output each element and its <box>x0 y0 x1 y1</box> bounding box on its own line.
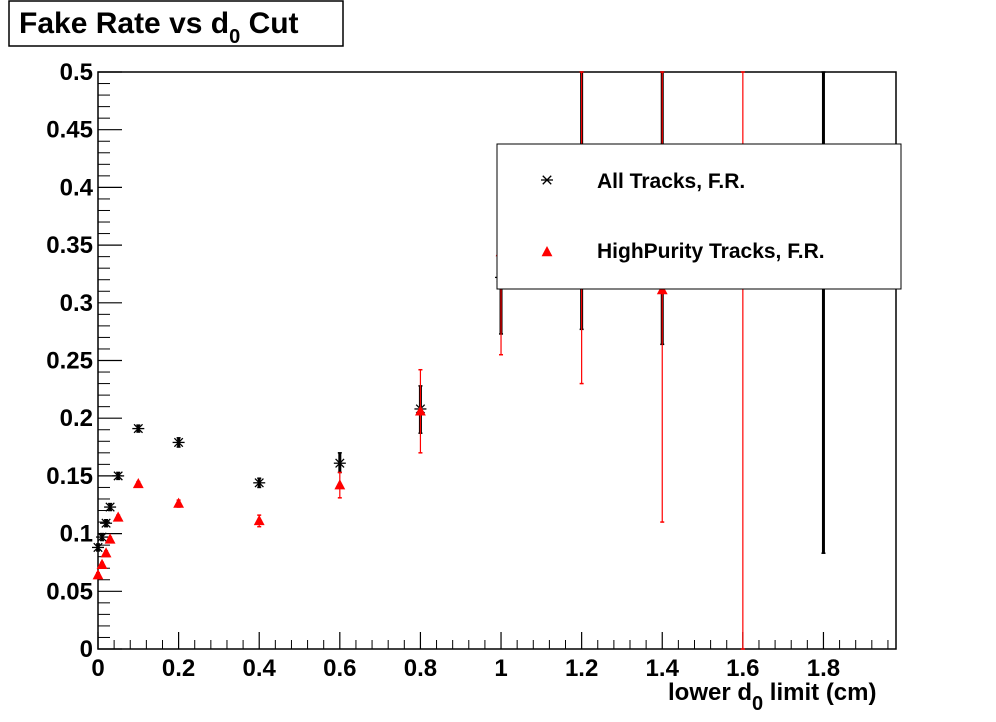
asterisk-stroke <box>254 478 264 488</box>
legend-frame <box>496 143 902 290</box>
y-tick-label: 0.35 <box>46 232 93 259</box>
y-tick-label: 0.1 <box>60 521 93 548</box>
y-tick-label: 0.2 <box>60 405 93 432</box>
x-tick-label: 0.4 <box>243 655 277 682</box>
legend-label-highpurity-tracks: HighPurity Tracks, F.R. <box>597 240 825 263</box>
x-axis-label: lower d0 limit (cm) <box>668 679 876 715</box>
x-tick-label: 1.6 <box>726 655 759 682</box>
data-point <box>100 547 112 558</box>
y-tick-label: 0.45 <box>46 117 93 144</box>
y-tick-label: 0.5 <box>60 59 93 86</box>
chart-title-tail: Cut <box>240 7 298 40</box>
x-tick-label: 0.2 <box>162 655 195 682</box>
x-tick-label: 0.6 <box>323 655 356 682</box>
asterisk-stroke <box>133 423 144 434</box>
data-point <box>96 532 109 542</box>
x-tick-label: 1.8 <box>807 655 840 682</box>
y-axis: 0 0.05 0.1 0.15 0.2 0.25 0.3 0.35 0.4 0.45 0.5 <box>46 59 122 663</box>
asterisk-stroke <box>97 532 107 542</box>
x-tick-label: 1.4 <box>646 655 680 682</box>
y-tick-label: 0.25 <box>46 348 93 375</box>
x-axis-label-subscript: 0 <box>752 693 763 715</box>
x-tick-label: 0 <box>91 655 104 682</box>
data-point <box>173 497 185 508</box>
asterisk-stroke <box>105 502 115 512</box>
chart-title-subscript: 0 <box>229 26 240 48</box>
data-point <box>333 458 346 468</box>
legend: All Tracks, F.R. HighPurity Tracks, F.R. <box>496 143 902 290</box>
chart-title-main: Fake Rate vs d <box>19 7 229 40</box>
x-axis-label-main: lower d <box>668 679 752 706</box>
x-tick-label: 0.8 <box>404 655 437 682</box>
asterisk-stroke <box>173 437 184 448</box>
data-point <box>92 542 104 553</box>
data-point <box>172 437 185 448</box>
title-frame <box>8 0 344 47</box>
y-tick-label: 0 <box>80 636 93 663</box>
data-point <box>132 477 144 489</box>
legend-asterisk <box>541 175 553 185</box>
data-point <box>253 514 265 526</box>
data-point <box>132 423 145 434</box>
y-tick-label: 0.15 <box>46 463 93 490</box>
asterisk-stroke <box>542 175 552 185</box>
data-point <box>112 471 125 481</box>
data-point <box>100 518 113 528</box>
y-tick-label: 0.05 <box>46 578 93 605</box>
y-tick-label: 0.4 <box>60 174 94 201</box>
legend-marker-highpurity-tracks <box>541 246 553 257</box>
x-axis-label-tail: limit (cm) <box>763 679 876 706</box>
data-point <box>415 405 426 416</box>
asterisk-stroke <box>113 471 123 481</box>
legend-marker-all-tracks <box>541 175 553 185</box>
data-point <box>253 478 266 488</box>
asterisk-stroke <box>93 542 103 553</box>
title-box: Fake Rate vs d0 Cut <box>8 0 344 48</box>
legend-label-all-tracks: All Tracks, F.R. <box>597 170 745 193</box>
data-point <box>112 511 124 522</box>
data-point <box>104 533 116 544</box>
data-point <box>104 502 117 512</box>
legend-triangle <box>541 246 553 257</box>
asterisk-stroke <box>335 458 345 468</box>
data-point <box>92 569 104 580</box>
data-point <box>334 479 346 490</box>
x-axis: 0 0.2 0.4 0.6 0.8 1 1.2 1.4 1.6 1.8 <box>91 632 889 682</box>
data-point <box>96 558 108 569</box>
y-tick-label: 0.3 <box>60 290 93 317</box>
x-tick-label: 1 <box>494 655 507 682</box>
asterisk-stroke <box>101 518 111 528</box>
x-tick-label: 1.2 <box>565 655 598 682</box>
chart-title: Fake Rate vs d0 Cut <box>19 7 299 48</box>
